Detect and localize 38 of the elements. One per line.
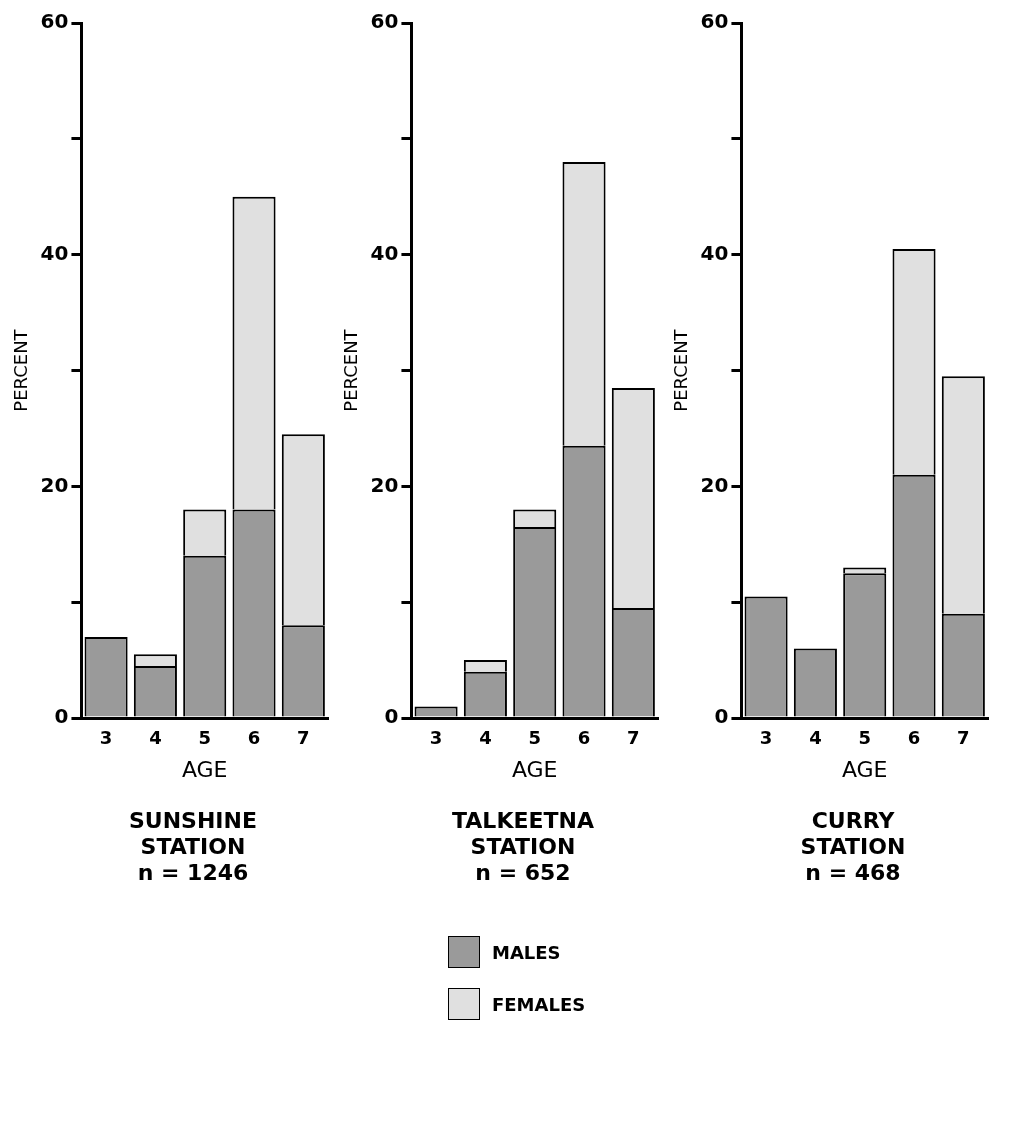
x-tick-label: 4 <box>809 727 822 749</box>
x-tick-label: 7 <box>627 727 640 749</box>
y-tick-label: 40 <box>700 240 729 265</box>
y-tick-label: 20 <box>700 472 729 497</box>
y-axis-title: PERCENT <box>10 328 32 412</box>
y-axis-title: PERCENT <box>670 328 692 412</box>
x-tick-label: 5 <box>858 727 871 749</box>
x-tick-label: 6 <box>247 727 261 749</box>
y-tick-label: 60 <box>700 9 729 34</box>
y-tick-label: 60 <box>370 9 399 34</box>
x-tick-label: 4 <box>479 727 492 749</box>
y-tick-label: 20 <box>370 472 399 497</box>
x-tick-label: 6 <box>577 727 591 749</box>
x-tick-label: 3 <box>429 727 443 749</box>
text: n = 1246 <box>136 860 250 886</box>
x-tick-label: 3 <box>759 727 773 749</box>
x-tick-label: 6 <box>907 727 921 749</box>
y-tick-label: 40 <box>40 240 69 265</box>
x-tick-label: 4 <box>149 727 162 749</box>
x-tick-label: 5 <box>198 727 211 749</box>
y-tick-label: 0 <box>714 704 729 729</box>
y-tick-label: 60 <box>40 9 69 34</box>
legend-label: FEMALES <box>492 993 586 1015</box>
x-tick-label: 7 <box>957 727 970 749</box>
text: n = 468 <box>804 860 902 886</box>
text: n = 652 <box>474 860 572 886</box>
y-tick-label: 20 <box>40 472 69 497</box>
x-axis-title: AGE <box>511 756 558 782</box>
legend-label: MALES <box>492 941 561 963</box>
y-tick-label: 0 <box>384 704 399 729</box>
x-tick-label: 3 <box>99 727 113 749</box>
y-tick-label: 40 <box>370 240 399 265</box>
x-axis-title: AGE <box>841 756 888 782</box>
y-axis-title: PERCENT <box>340 328 362 412</box>
x-axis-title: AGE <box>181 756 228 782</box>
x-tick-label: 5 <box>528 727 541 749</box>
x-tick-label: 7 <box>297 727 310 749</box>
y-tick-label: 0 <box>54 704 69 729</box>
